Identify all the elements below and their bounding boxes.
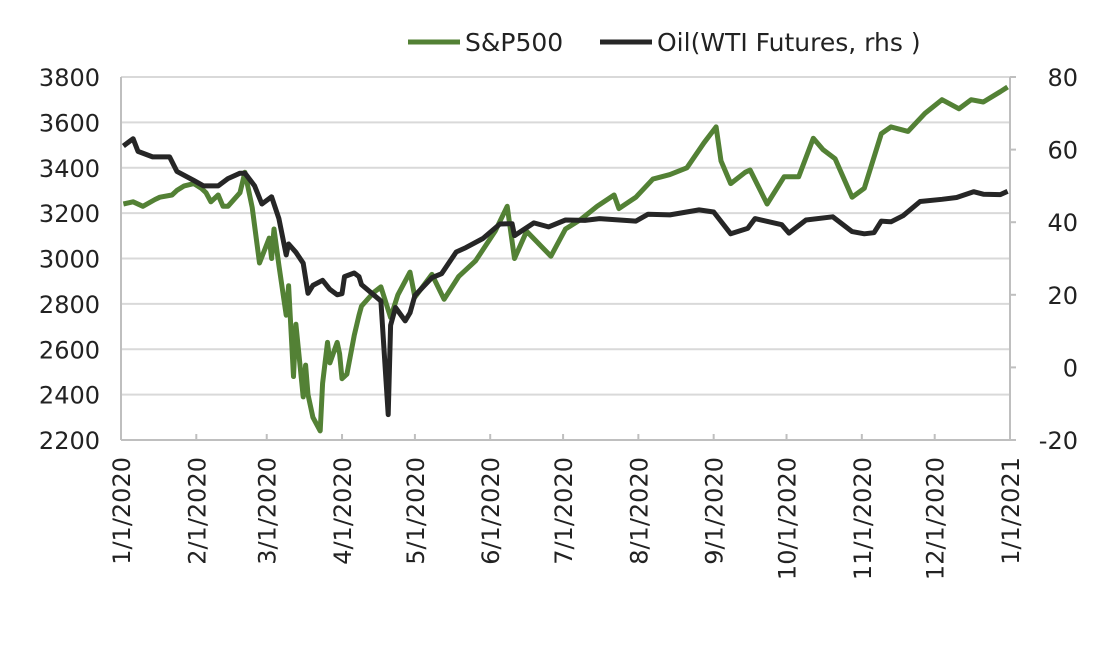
y-left-tick-label: 3000 xyxy=(39,246,100,274)
y-left-tick-label: 2400 xyxy=(39,382,100,410)
y-right-tick-label: 40 xyxy=(1047,209,1078,237)
x-tick-label: 10/1/2020 xyxy=(774,457,802,580)
y-right-tick-label: 60 xyxy=(1047,137,1078,165)
y-left-tick-label: 2600 xyxy=(39,336,100,364)
y-left-tick-label: 3200 xyxy=(39,200,100,228)
x-tick-label: 3/1/2020 xyxy=(254,457,282,565)
y-right-tick-label: 80 xyxy=(1047,64,1078,92)
oil-line xyxy=(123,139,1007,415)
y-left-tick-label: 2800 xyxy=(39,291,100,319)
legend-label-sp500: S&P500 xyxy=(465,28,563,57)
y-left-tick-label: 2200 xyxy=(39,427,100,455)
x-tick-label: 8/1/2020 xyxy=(625,457,653,565)
y-right-tick-label: 0 xyxy=(1063,354,1078,382)
x-tick-label: 2/1/2020 xyxy=(183,457,211,565)
legend: S&P500 Oil(WTI Futures, rhs ) xyxy=(408,28,921,57)
legend-label-oil: Oil(WTI Futures, rhs ) xyxy=(657,28,921,57)
x-tick-label: 12/1/2020 xyxy=(922,457,950,580)
x-tick-label: 4/1/2020 xyxy=(329,457,357,565)
x-tick-label: 1/1/2020 xyxy=(108,457,136,565)
x-tick-label: 9/1/2020 xyxy=(701,457,729,565)
x-tick-label: 7/1/2020 xyxy=(550,457,578,565)
x-tick-label: 11/1/2020 xyxy=(849,457,877,580)
y-right-tick-label: -20 xyxy=(1039,427,1078,455)
x-tick-label: 5/1/2020 xyxy=(402,457,430,565)
x-tick-label: 6/1/2020 xyxy=(477,457,505,565)
x-tick-label: 1/1/2021 xyxy=(997,457,1025,565)
axes: 2200 2400 2600 2800 3000 3200 3400 3600 3800 -20 0… xyxy=(39,64,1078,580)
y-left-tick-label: 3400 xyxy=(39,155,100,183)
y-right-tick-label: 20 xyxy=(1047,282,1078,310)
y-left-tick-label: 3800 xyxy=(39,64,100,92)
y-left-tick-label: 3600 xyxy=(39,109,100,137)
